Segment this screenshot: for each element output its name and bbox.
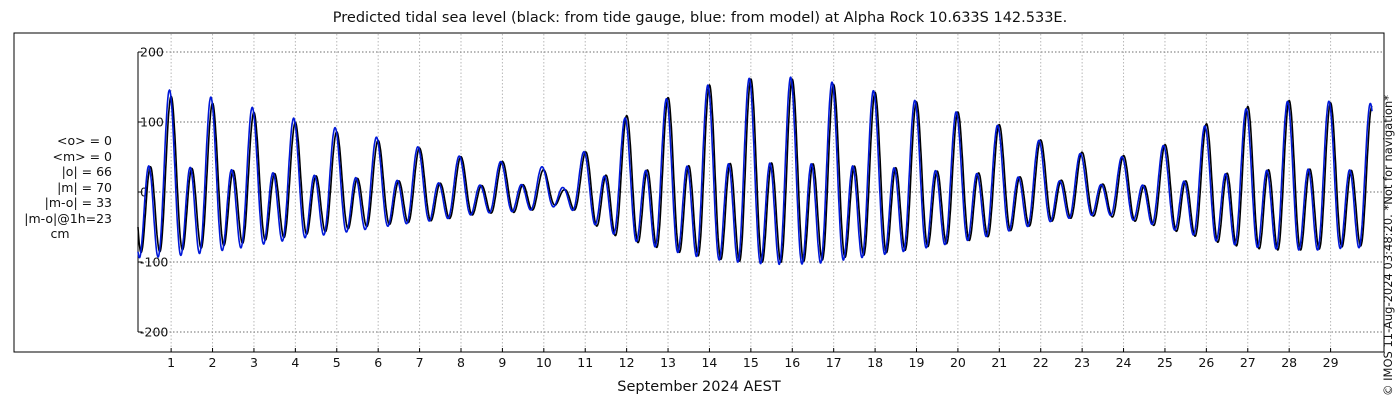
x-tick-label: 5 (333, 355, 341, 370)
x-tick-label: 11 (577, 355, 593, 370)
series-line-model (137, 76, 1373, 266)
x-tick-label: 2 (209, 355, 217, 370)
chart-title: Predicted tidal sea level (black: from t… (332, 10, 1068, 26)
stat-abs-diff: |m-o| = 33 (44, 195, 112, 210)
x-tick-label: 8 (457, 355, 465, 370)
x-tick-label: 27 (1240, 355, 1256, 370)
x-tick-label: 17 (826, 355, 842, 370)
x-tick-label: 29 (1323, 355, 1339, 370)
x-tick-label: 10 (536, 355, 552, 370)
x-tick-label: 13 (660, 355, 676, 370)
x-tick-label: 7 (416, 355, 424, 370)
x-tick-label: 9 (498, 355, 506, 370)
x-tick-label: 6 (374, 355, 382, 370)
stats-panel: <o> = 0 <m> = 0 |o| = 66 |m| = 70 |m-o| … (8, 133, 112, 242)
x-tick-label: 3 (250, 355, 258, 370)
x-tick-label: 15 (743, 355, 759, 370)
x-tick-label: 23 (1074, 355, 1090, 370)
copyright-note: © IMOS 11-Aug-2024 03:48:20. *Not for na… (1381, 95, 1395, 396)
x-tick-label: 12 (619, 355, 635, 370)
series-line-tide-gauge (137, 78, 1373, 263)
x-tick-label: 20 (950, 355, 966, 370)
x-tick-label: 25 (1157, 355, 1173, 370)
stat-abs-diff-1h: |m-o|@1h=23 (24, 210, 112, 226)
y-tick-label: 0 (140, 185, 148, 200)
stat-unit: cm (50, 226, 70, 241)
x-tick-label: 22 (1033, 355, 1049, 370)
x-tick-label: 24 (1116, 355, 1132, 370)
x-tick-label: 18 (867, 355, 883, 370)
stat-abs-obs: |o| = 66 (61, 164, 112, 179)
x-tick-label: 26 (1198, 355, 1214, 370)
x-tick-label: 19 (909, 355, 925, 370)
y-tick-label: 200 (140, 45, 164, 60)
y-tick-label: -100 (140, 255, 168, 270)
stat-abs-model: |m| = 70 (57, 179, 112, 195)
x-tick-label: 1 (167, 355, 175, 370)
y-tick-label: -200 (140, 325, 168, 340)
x-tick-label: 21 (991, 355, 1007, 370)
x-tick-label: 4 (291, 355, 299, 370)
x-axis-label: September 2024 AEST (617, 379, 781, 395)
x-tick-label: 16 (784, 355, 800, 370)
stat-mean-model: <m> = 0 (52, 148, 113, 164)
stat-mean-obs: <o> = 0 (57, 133, 112, 148)
y-tick-label: 100 (140, 115, 164, 130)
x-tick-label: 14 (701, 355, 717, 370)
x-tick-label: 28 (1281, 355, 1297, 370)
